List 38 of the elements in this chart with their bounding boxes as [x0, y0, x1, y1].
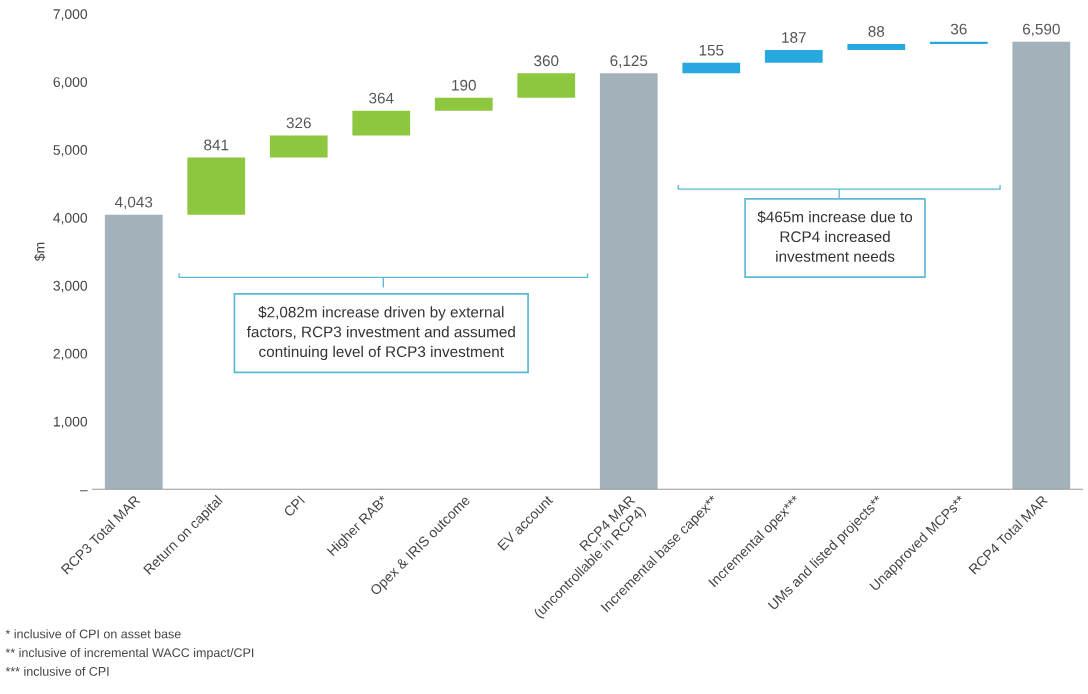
y-tick-label: 1,000 — [53, 416, 88, 429]
y-tick-label: 3,000 — [53, 280, 88, 293]
data-label: 155 — [699, 44, 724, 56]
text: ** inclusive of incremental WACC impact/CPI — [5, 647, 254, 660]
y-tick-label: 7,000 — [53, 9, 88, 21]
bar — [434, 97, 493, 111]
bar — [352, 110, 411, 136]
data-label: 88 — [868, 26, 885, 37]
bar — [847, 44, 906, 51]
annotation: $465m increase due to RCP4 increased investment needs — [757, 210, 913, 262]
data-label: 841 — [204, 139, 229, 151]
y-tick-label: 5,000 — [53, 145, 88, 157]
text: *** inclusive of CPI — [5, 666, 109, 676]
y-tick-label: – — [79, 490, 88, 492]
data-label: 4,043 — [114, 196, 153, 210]
data-label: 326 — [286, 117, 311, 129]
y-tick-label: 2,000 — [53, 348, 88, 361]
bar — [104, 214, 163, 490]
bar — [269, 135, 328, 158]
bar — [187, 157, 246, 215]
data-label: 6,590 — [1022, 23, 1060, 37]
text: * inclusive of CPI on asset base — [5, 629, 181, 639]
data-label: 364 — [369, 92, 394, 104]
bar — [682, 62, 741, 74]
y-tick-label: 4,000 — [53, 212, 88, 225]
bar — [764, 50, 823, 63]
data-label: 190 — [452, 79, 476, 91]
data-label: 36 — [950, 23, 967, 35]
bar — [517, 73, 576, 98]
y-axis-title: $m — [34, 242, 46, 262]
data-label: 360 — [534, 55, 559, 67]
data-label: 187 — [782, 32, 806, 43]
data-label: 6,125 — [610, 55, 648, 68]
x-tick-label: CPI — [283, 495, 306, 518]
annotation: $2,082m increase driven by external factors, RCP3 investment and assumed continuing level of RCP3 investment — [246, 306, 515, 361]
y-tick-label: 6,000 — [53, 77, 88, 89]
bar — [1012, 41, 1071, 490]
bar — [599, 73, 658, 490]
